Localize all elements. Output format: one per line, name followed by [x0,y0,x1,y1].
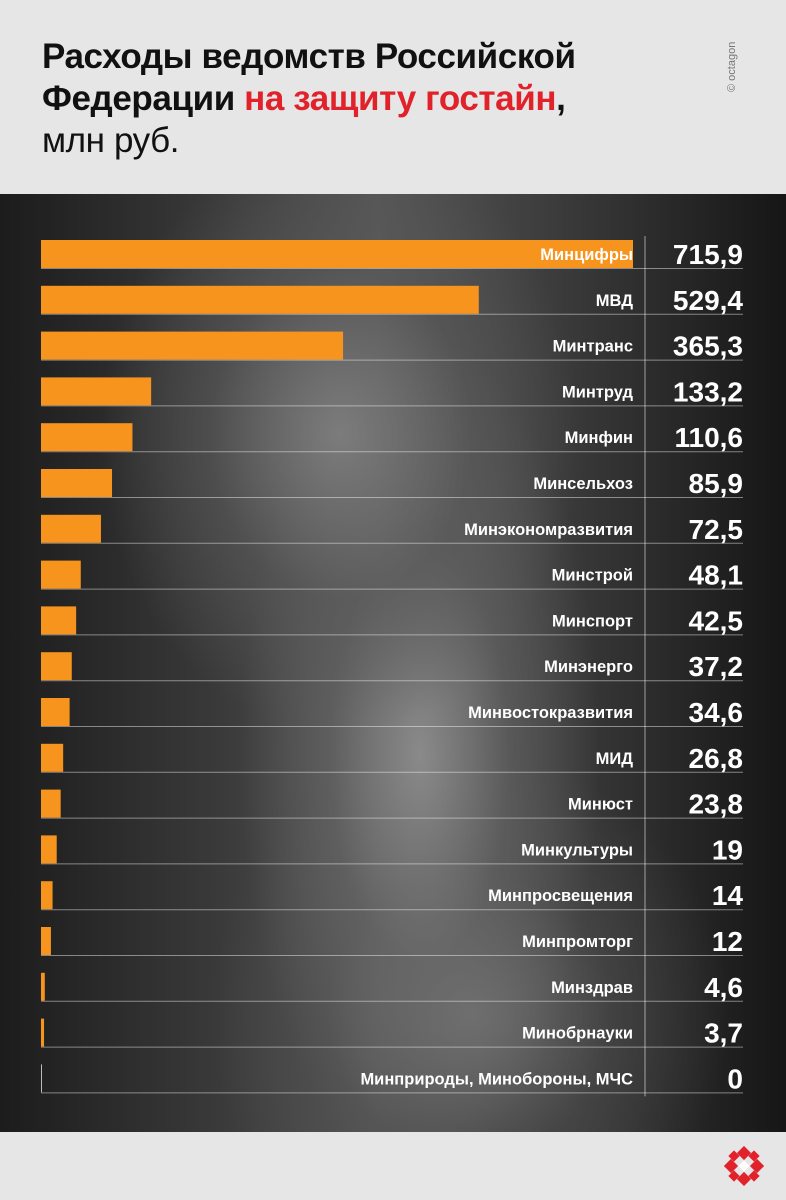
value-label: 85,9 [689,468,744,499]
bar [41,972,45,1001]
category-label: Минсельхоз [533,475,633,493]
category-label: Минтранс [553,338,633,356]
bar [41,423,133,452]
category-label: Минюст [568,796,633,814]
value-label: 529,4 [673,285,743,316]
category-label: Минобрнауки [522,1025,633,1043]
category-label: Минцифры [540,246,633,264]
value-label: 365,3 [673,331,743,362]
title-prefix: Федерации [42,79,245,118]
title-highlight: на защиту гостайн [244,79,557,118]
bar [41,743,64,772]
value-label: 110,6 [674,422,743,453]
value-label: 12 [712,926,743,957]
category-label: Минприроды, Минобороны, МЧС [360,1070,633,1088]
category-label: Минвостокразвития [468,704,633,722]
bar [41,331,344,360]
value-label: 4,6 [704,972,743,1003]
title-line-1: Расходы ведомств Российской [42,37,576,76]
value-label: 19 [712,834,743,865]
bar [41,927,51,955]
category-label: Минстрой [552,567,633,585]
footer [0,1132,786,1200]
category-label: Минтруд [562,383,634,401]
value-label: 23,8 [689,789,744,820]
bar [41,835,57,864]
bar [41,789,61,818]
value-label: 26,8 [689,743,744,774]
category-label: Минпромторг [522,933,633,951]
category-label: МВД [596,292,633,310]
category-label: Минэкономразвития [464,521,633,539]
bar [41,240,633,268]
chart-title: Расходы ведомств Российской Федерации на… [42,36,682,162]
title-unit: млн руб. [42,121,180,160]
background-photo: Минцифры 715,9 МВД 529,4 Минтранс 365,3 Минтру… [0,194,786,1132]
category-label: Минспорт [552,612,633,630]
credit-text: © octagon [726,41,738,92]
value-label: 34,6 [689,697,744,728]
title-line-2: Федерации на защиту гостайн, [42,78,682,120]
value-label: 715,9 [673,239,743,270]
bar [41,469,113,497]
value-label: 42,5 [689,605,744,636]
bar [41,285,479,314]
bar [41,560,81,589]
bar [41,377,152,406]
bar [41,1018,45,1047]
value-label: 37,2 [689,651,744,682]
category-label: МИД [596,750,634,768]
category-label: Минфин [565,429,633,447]
value-label: 0 [727,1063,743,1094]
octagon-logo-icon [724,1146,764,1186]
bar-chart: Минцифры 715,9 МВД 529,4 Минтранс 365,3 Минтру… [41,236,744,1097]
bar [41,606,77,635]
bar [41,698,70,726]
title-suffix: , [556,79,566,118]
bar [41,652,72,681]
value-label: 48,1 [689,560,744,591]
category-label: Минэнерго [544,658,633,676]
header: Расходы ведомств Российской Федерации на… [0,0,786,194]
value-label: 133,2 [673,376,743,407]
category-label: Минздрав [551,979,633,997]
value-label: 3,7 [704,1018,743,1049]
value-label: 72,5 [689,514,744,545]
value-label: 14 [712,880,744,911]
category-label: Минкультуры [521,841,633,859]
bar [41,881,53,910]
category-label: Минпросвещения [488,887,633,905]
bar [41,514,101,543]
